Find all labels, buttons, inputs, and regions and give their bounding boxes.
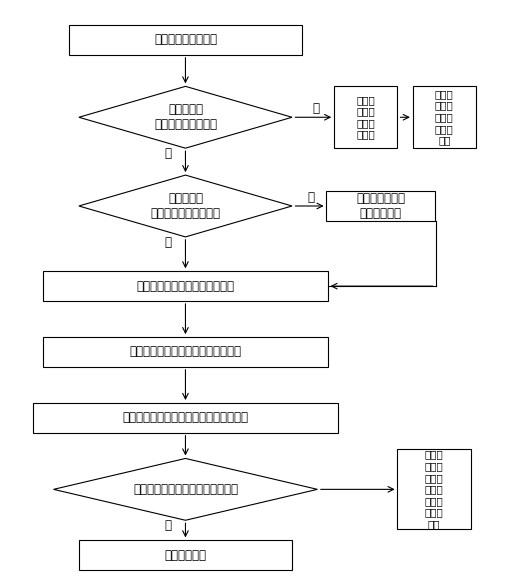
Text: 主节点将执行计划发布给各个副节点: 主节点将执行计划发布给各个副节点 (129, 346, 242, 358)
Text: 任务执
行成功
，所有
节点均
保存任
务执行
结果: 任务执 行成功 ，所有 节点均 保存任 务执行 结果 (425, 450, 443, 529)
Text: 是: 是 (164, 520, 171, 532)
FancyBboxPatch shape (44, 337, 327, 367)
FancyBboxPatch shape (44, 271, 327, 301)
Text: 接收到的命
令是否为操作类命令: 接收到的命 令是否为操作类命令 (154, 103, 217, 131)
Text: 接收来自用户的命令: 接收来自用户的命令 (154, 34, 217, 46)
Text: 接收到的命
令的节点是否为主节点: 接收到的命 令的节点是否为主节点 (150, 192, 221, 220)
Text: 否: 否 (313, 102, 320, 115)
Polygon shape (53, 458, 318, 520)
FancyBboxPatch shape (412, 86, 476, 148)
Polygon shape (79, 86, 292, 148)
Text: 主节点和副节点均按照执行计划执行命令: 主节点和副节点均按照执行计划执行命令 (123, 412, 248, 424)
Text: 否: 否 (307, 191, 314, 204)
Text: 将接收到的命令
发送给主节点: 将接收到的命令 发送给主节点 (357, 192, 405, 220)
Text: 判断是否存在任务执行失败的节点: 判断是否存在任务执行失败的节点 (133, 483, 238, 496)
FancyBboxPatch shape (79, 540, 292, 570)
Text: 在接收
到命令
的节点
查询并
反馈: 在接收 到命令 的节点 查询并 反馈 (435, 89, 453, 146)
Text: 是: 是 (164, 236, 171, 249)
FancyBboxPatch shape (334, 86, 397, 148)
Text: 所有节点回滚: 所有节点回滚 (165, 549, 206, 562)
Text: 是: 是 (164, 147, 171, 160)
Text: 主节点分析命令并生成执行计划: 主节点分析命令并生成执行计划 (136, 280, 234, 292)
FancyBboxPatch shape (33, 403, 338, 433)
Text: 接收到
的命令
为查询
类命令: 接收到 的命令 为查询 类命令 (356, 95, 375, 140)
FancyBboxPatch shape (397, 449, 471, 529)
Polygon shape (79, 175, 292, 237)
FancyBboxPatch shape (326, 191, 436, 221)
FancyBboxPatch shape (69, 25, 302, 55)
